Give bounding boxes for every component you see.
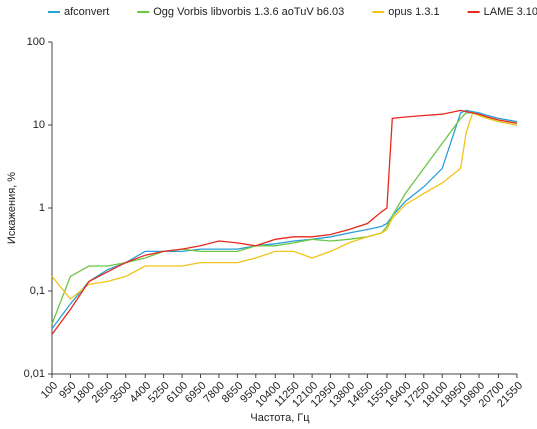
series-line (51, 109, 518, 335)
y-tick-label: 0,1 (30, 285, 45, 297)
legend-label: Ogg Vorbis libvorbis 1.3.6 aoTuV b6.03 (153, 6, 344, 18)
y-tick-label: 10 (33, 119, 45, 131)
series-line (51, 112, 518, 325)
y-tick-label: 100 (27, 36, 45, 48)
y-axis-label: Искажения, % (6, 172, 18, 244)
legend-label: opus 1.3.1 (388, 6, 439, 18)
legend-label: LAME 3.100 (standard) (484, 6, 537, 18)
x-axis-label: Частота, Гц (250, 412, 310, 424)
x-tick-label: 3500 (108, 380, 134, 406)
y-tick-label: 1 (39, 202, 45, 214)
x-tick-label: 100 (39, 380, 60, 401)
legend-label: afconvert (64, 6, 109, 18)
y-tick-label: 0,01 (24, 368, 45, 380)
series-line (51, 109, 518, 330)
series-line (51, 112, 518, 300)
